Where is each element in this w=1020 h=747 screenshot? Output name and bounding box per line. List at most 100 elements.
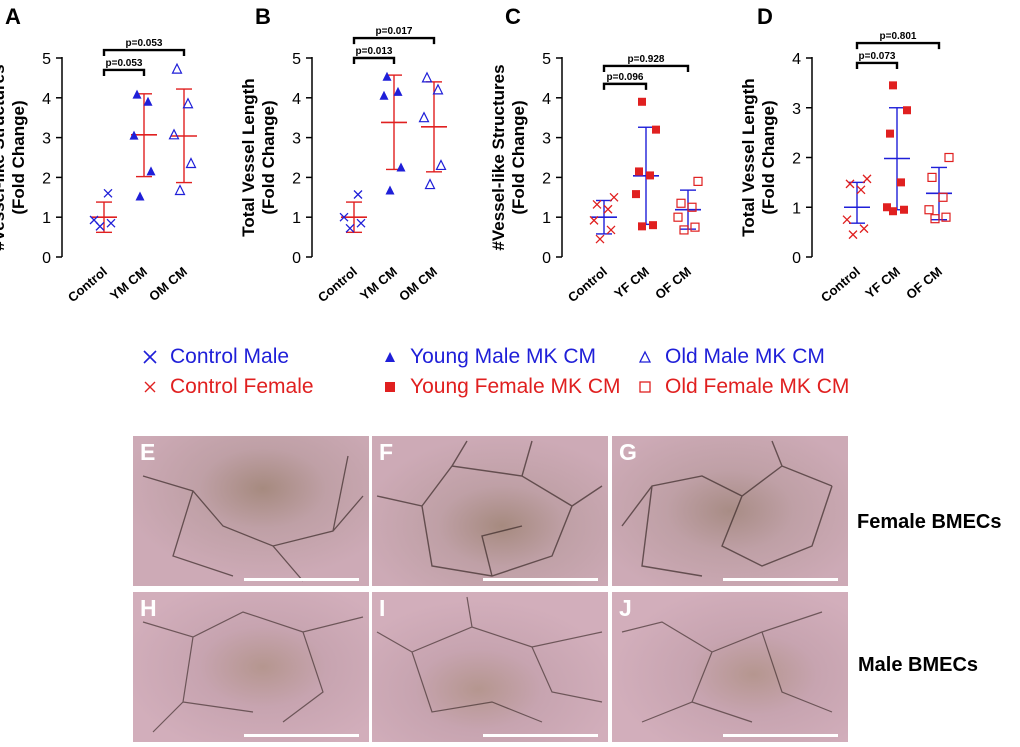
- data-point: [938, 192, 948, 202]
- y-tick-label: 4: [292, 91, 301, 108]
- significance-bracket: [855, 61, 899, 69]
- data-point: [693, 176, 703, 186]
- data-point: [673, 212, 683, 222]
- data-point: [424, 178, 436, 190]
- square-open-icon: [635, 377, 655, 397]
- data-point: [927, 172, 937, 182]
- y-tick-label: 4: [792, 51, 801, 68]
- y-tick-label: 3: [292, 131, 301, 148]
- data-point: [432, 83, 444, 95]
- data-point: [900, 205, 908, 214]
- significance-bracket: [102, 48, 186, 57]
- data-point: [944, 152, 954, 163]
- p-value-label: p=0.017: [376, 26, 413, 37]
- data-point: [889, 81, 897, 90]
- category-label: OM CM: [146, 264, 190, 304]
- panel-letter: F: [379, 439, 394, 465]
- legend-label: Control Female: [170, 375, 314, 398]
- significance-bracket: [855, 41, 941, 50]
- p-value-label: p=0.053: [106, 58, 143, 69]
- y-axis-title: #Vessel-like Structures: [0, 64, 8, 250]
- data-point: [182, 97, 194, 109]
- data-point: [941, 212, 951, 222]
- y-tick-label: 3: [792, 101, 801, 118]
- y-tick-label: 2: [292, 170, 301, 187]
- y-tick-label: 1: [542, 210, 551, 227]
- category-label: YF CM: [862, 264, 903, 301]
- category-label: Control: [315, 264, 360, 305]
- data-point: [135, 191, 145, 201]
- category-label: YM CM: [107, 264, 150, 303]
- row-label-male: Male BMECs: [858, 654, 979, 676]
- data-point: [382, 71, 392, 81]
- data-point: [883, 203, 891, 212]
- legend-old-male: Old Male MK CM: [635, 345, 825, 369]
- data-point: [652, 125, 660, 134]
- chart-panel-a: A 0 1 2 3 4 5 #Vessel-like Structures (Fold Chan…: [0, 4, 197, 305]
- data-point: [418, 111, 430, 123]
- data-point: [842, 215, 852, 225]
- data-point: [897, 178, 905, 187]
- data-point: [589, 215, 599, 225]
- p-value-label: p=0.096: [607, 72, 644, 83]
- y-axis-title: (Fold Change): [259, 100, 278, 214]
- triangle-filled-icon: [380, 347, 400, 367]
- data-point: [635, 167, 643, 176]
- y-tick-label: 1: [292, 210, 301, 227]
- data-point: [174, 184, 186, 196]
- y-axis-title: Total Vessel Length: [739, 78, 758, 236]
- data-point: [676, 198, 686, 208]
- data-point: [421, 71, 433, 83]
- p-value-label: p=0.928: [628, 54, 665, 65]
- legend-young-female: Young Female MK CM: [380, 375, 620, 399]
- chart-panel-d: D 0 1 2 3 4 Total Vessel Length (Fold Change) Co…: [739, 4, 954, 305]
- data-point: [168, 128, 180, 140]
- square-filled-icon: [380, 377, 400, 397]
- scale-bar: [483, 578, 598, 581]
- micrograph-g: G: [612, 436, 848, 586]
- y-tick-label: 4: [42, 91, 51, 108]
- data-point: [89, 215, 99, 225]
- y-tick-label: 3: [42, 131, 51, 148]
- legend-label: Old Female MK CM: [665, 375, 850, 398]
- data-point: [345, 223, 355, 233]
- data-point: [595, 234, 605, 244]
- scale-bar: [244, 578, 359, 581]
- data-point: [393, 86, 403, 96]
- x-marker-icon: [140, 347, 160, 367]
- y-tick-label: 5: [542, 51, 551, 68]
- data-point: [889, 207, 897, 216]
- category-label: YF CM: [611, 264, 652, 301]
- data-point: [185, 157, 197, 169]
- data-point: [649, 221, 657, 230]
- data-point: [930, 214, 940, 224]
- data-point: [679, 225, 689, 235]
- significance-bracket: [352, 56, 396, 64]
- data-point: [592, 200, 602, 209]
- y-tick-label: 3: [542, 131, 551, 148]
- data-point: [435, 159, 447, 171]
- significance-bracket: [352, 36, 436, 45]
- data-point: [845, 179, 855, 189]
- micrograph-h: H: [133, 592, 369, 742]
- legend-label: Old Male MK CM: [665, 345, 825, 368]
- data-point: [886, 129, 894, 138]
- data-point: [646, 171, 654, 180]
- legend-young-male: Young Male MK CM: [380, 345, 596, 369]
- legend-label: Young Male MK CM: [410, 345, 596, 368]
- y-axis-title: (Fold Change): [9, 100, 28, 214]
- data-point: [129, 130, 139, 140]
- scale-bar: [244, 734, 359, 737]
- data-point: [848, 230, 858, 240]
- panel-letter: G: [619, 439, 637, 465]
- legend: Control Male Young Male MK CM Old Male M…: [140, 345, 900, 405]
- panel-letter: I: [379, 595, 386, 621]
- data-point: [379, 90, 389, 100]
- y-tick-label: 1: [792, 200, 801, 217]
- category-label: Control: [565, 264, 610, 305]
- legend-control-male: Control Male: [140, 345, 289, 369]
- data-point: [859, 224, 869, 234]
- y-tick-label: 2: [542, 170, 551, 187]
- y-tick-label: 0: [292, 250, 301, 267]
